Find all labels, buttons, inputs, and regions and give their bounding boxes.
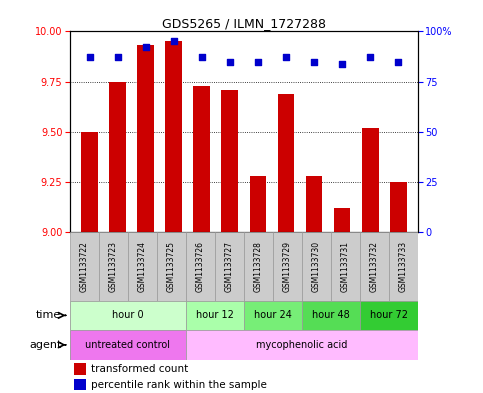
Bar	[250, 176, 266, 232]
Bar	[278, 94, 295, 232]
Bar	[165, 41, 182, 232]
Bar	[81, 132, 98, 232]
Text: agent: agent	[29, 340, 61, 350]
Text: GSM1133729: GSM1133729	[283, 241, 292, 292]
Bar	[73, 363, 85, 375]
Point	[338, 61, 346, 67]
Point	[310, 58, 318, 64]
Bar	[70, 232, 99, 301]
Title: GDS5265 / ILMN_1727288: GDS5265 / ILMN_1727288	[162, 17, 326, 30]
Point	[394, 58, 402, 64]
Point	[366, 54, 374, 61]
Bar	[244, 232, 273, 301]
Bar	[222, 90, 238, 232]
Bar	[389, 232, 418, 301]
Bar	[73, 378, 85, 390]
Point	[170, 38, 178, 44]
Point	[86, 54, 94, 61]
Bar	[157, 232, 186, 301]
Text: hour 48: hour 48	[312, 310, 350, 320]
Point	[142, 44, 150, 51]
Text: GSM1133725: GSM1133725	[167, 241, 176, 292]
Text: hour 12: hour 12	[196, 310, 234, 320]
Bar	[193, 86, 210, 232]
Text: GSM1133726: GSM1133726	[196, 241, 205, 292]
Text: GSM1133722: GSM1133722	[80, 241, 89, 292]
Bar	[334, 208, 351, 232]
Text: hour 0: hour 0	[112, 310, 144, 320]
Bar	[360, 232, 389, 301]
Bar	[70, 330, 186, 360]
Bar	[331, 232, 360, 301]
Bar	[302, 301, 360, 330]
Point	[198, 54, 206, 61]
Text: percentile rank within the sample: percentile rank within the sample	[91, 380, 267, 389]
Text: GSM1133728: GSM1133728	[254, 241, 263, 292]
Bar	[109, 81, 126, 232]
Text: GSM1133727: GSM1133727	[225, 241, 234, 292]
Text: GSM1133731: GSM1133731	[341, 241, 350, 292]
Text: time: time	[36, 310, 61, 320]
Text: GSM1133723: GSM1133723	[109, 241, 118, 292]
Bar	[362, 128, 379, 232]
Point	[254, 58, 262, 64]
Text: untreated control: untreated control	[85, 340, 170, 350]
Text: hour 72: hour 72	[370, 310, 408, 320]
Bar	[186, 301, 244, 330]
Point	[114, 54, 122, 61]
Bar	[70, 301, 186, 330]
Bar	[390, 182, 407, 232]
Bar	[306, 176, 323, 232]
Point	[282, 54, 290, 61]
Bar	[273, 232, 302, 301]
Bar	[360, 301, 418, 330]
Bar	[137, 46, 154, 232]
Text: GSM1133724: GSM1133724	[138, 241, 147, 292]
Bar	[186, 232, 215, 301]
Text: transformed count: transformed count	[91, 364, 188, 374]
Bar	[128, 232, 157, 301]
Bar	[215, 232, 244, 301]
Text: hour 24: hour 24	[254, 310, 292, 320]
Text: GSM1133732: GSM1133732	[370, 241, 379, 292]
Text: mycophenolic acid: mycophenolic acid	[256, 340, 348, 350]
Text: GSM1133733: GSM1133733	[399, 241, 408, 292]
Bar	[244, 301, 302, 330]
Bar	[186, 330, 418, 360]
Bar	[99, 232, 128, 301]
Text: GSM1133730: GSM1133730	[312, 241, 321, 292]
Point	[226, 58, 234, 64]
Bar	[302, 232, 331, 301]
